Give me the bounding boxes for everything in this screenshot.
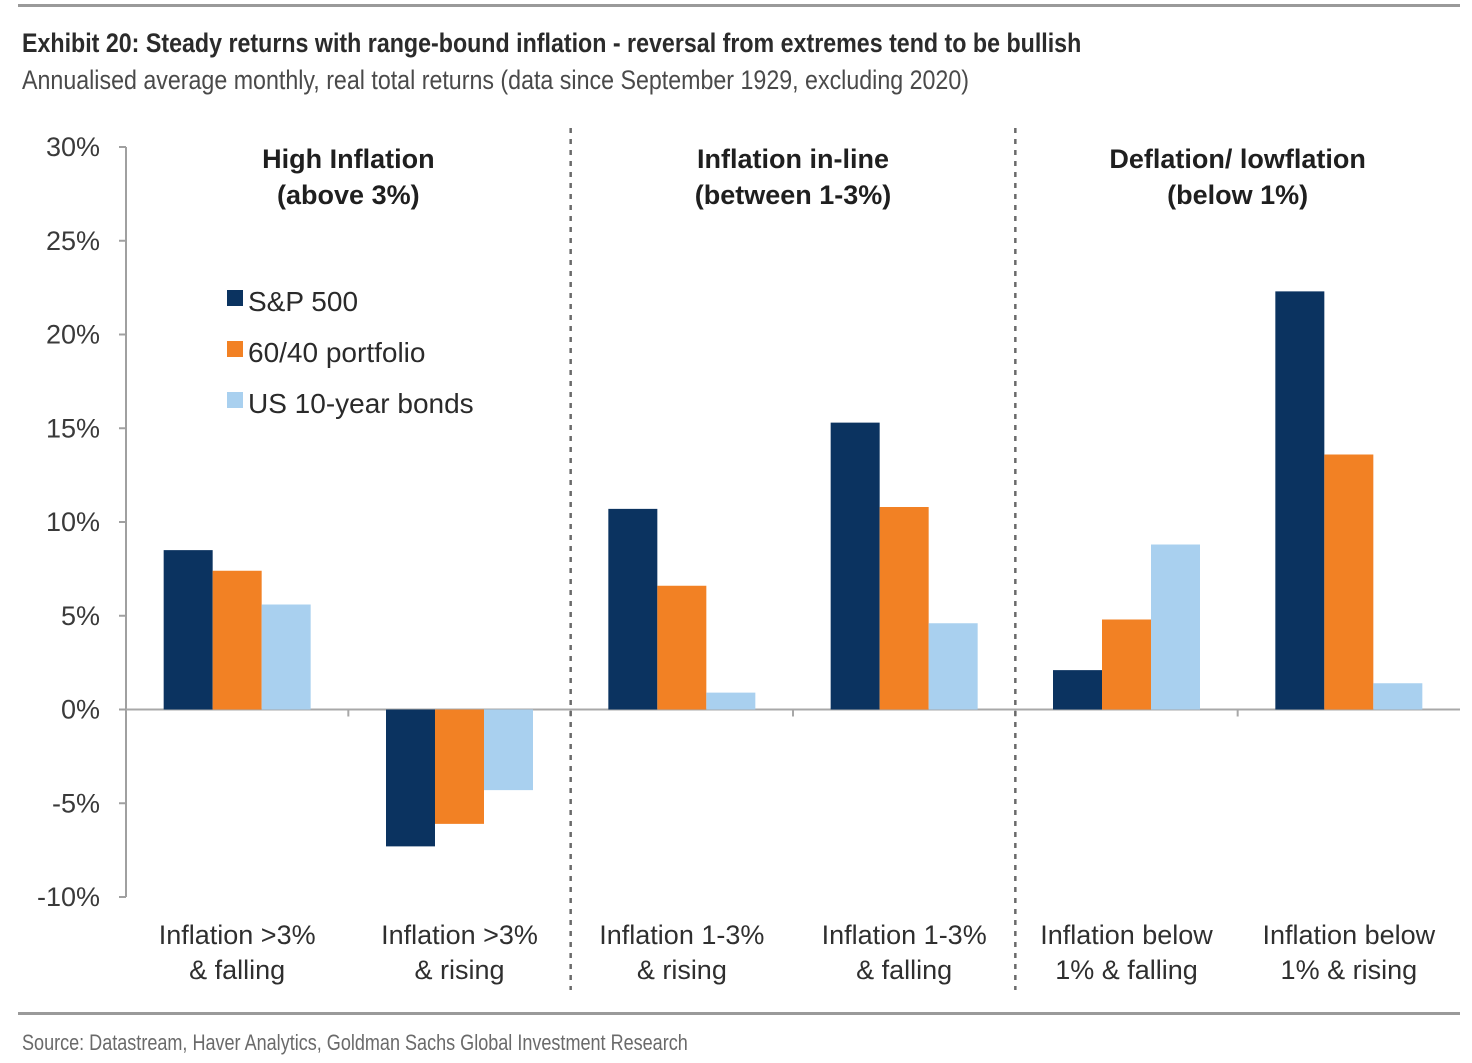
bar-us-10-year-bonds: [1373, 683, 1423, 710]
bar-us-10-year-bonds: [261, 604, 311, 710]
group-title: (between 1-3%): [695, 180, 892, 210]
source-note: Source: Datastream, Haver Analytics, Gol…: [22, 1030, 688, 1055]
legend: S&P 500 60/40 portfolio US 10-year bonds: [227, 286, 474, 419]
y-tick-label: 15%: [46, 413, 100, 443]
bar-us-10-year-bonds: [706, 692, 756, 710]
x-category-label: 1% & falling: [1055, 955, 1198, 985]
bar-60-40-portfolio: [212, 570, 262, 710]
group-title: (above 3%): [277, 180, 420, 210]
y-tick-label: 5%: [61, 601, 100, 631]
bar-us-10-year-bonds: [484, 709, 533, 791]
legend-label: S&P 500: [248, 286, 358, 317]
bar-s-p-500: [608, 508, 658, 710]
y-tick-label: 20%: [46, 320, 100, 350]
group-titles: High Inflation (above 3%) Inflation in-lin…: [262, 144, 1366, 210]
bar-60-40-portfolio: [657, 585, 707, 710]
chart-subtitle: Annualised average monthly, real total r…: [22, 65, 970, 95]
bar-60-40-portfolio: [435, 709, 484, 824]
bars: [163, 291, 1423, 847]
x-category-label: Inflation below: [1040, 920, 1213, 950]
x-category-label: & rising: [637, 955, 727, 985]
legend-swatch: [227, 392, 243, 408]
legend-label: 60/40 portfolio: [248, 337, 425, 368]
bar-60-40-portfolio: [879, 507, 929, 710]
x-category-label: & falling: [856, 955, 952, 985]
bar-s-p-500: [1053, 670, 1102, 710]
y-tick-label: 25%: [46, 226, 100, 256]
bar-s-p-500: [1275, 291, 1325, 710]
bar-s-p-500: [163, 550, 213, 710]
y-tick-label: -5%: [52, 788, 100, 818]
x-category-label: Inflation below: [1263, 920, 1436, 950]
chart-title: Exhibit 20: Steady returns with range-bo…: [22, 28, 1082, 58]
x-category-label: 1% & rising: [1281, 955, 1418, 985]
x-category-label: & falling: [189, 955, 285, 985]
x-category-label: Inflation 1-3%: [822, 920, 987, 950]
bottom-rule: [18, 1012, 1460, 1015]
y-tick-label: 10%: [46, 507, 100, 537]
bar-60-40-portfolio: [1324, 454, 1374, 710]
y-tick-label: 0%: [61, 695, 100, 725]
bar-us-10-year-bonds: [928, 623, 978, 710]
group-dividers: [569, 128, 1017, 990]
x-category-label: & rising: [414, 955, 504, 985]
x-category-label: Inflation 1-3%: [599, 920, 764, 950]
axes: 30% 25% 20% 15% 10% 5% 0% -5% -10%: [37, 132, 1460, 912]
top-rule: [18, 4, 1460, 7]
y-tick-label: 30%: [46, 132, 100, 162]
bar-s-p-500: [830, 422, 880, 710]
bar-s-p-500: [386, 709, 435, 847]
x-category-label: Inflation >3%: [381, 920, 538, 950]
group-title: Deflation/ lowflation: [1109, 144, 1366, 174]
x-category-label: Inflation >3%: [159, 920, 316, 950]
legend-swatch: [227, 290, 243, 306]
legend-label: US 10-year bonds: [248, 388, 474, 419]
group-title: High Inflation: [262, 144, 434, 174]
group-title: (below 1%): [1167, 180, 1308, 210]
bar-us-10-year-bonds: [1151, 544, 1200, 710]
group-title: Inflation in-line: [697, 144, 889, 174]
y-tick-label: -10%: [37, 882, 100, 912]
category-labels: Inflation >3% & falling Inflation >3% & ris…: [159, 920, 1436, 985]
bar-60-40-portfolio: [1102, 619, 1151, 710]
legend-swatch: [227, 341, 243, 357]
